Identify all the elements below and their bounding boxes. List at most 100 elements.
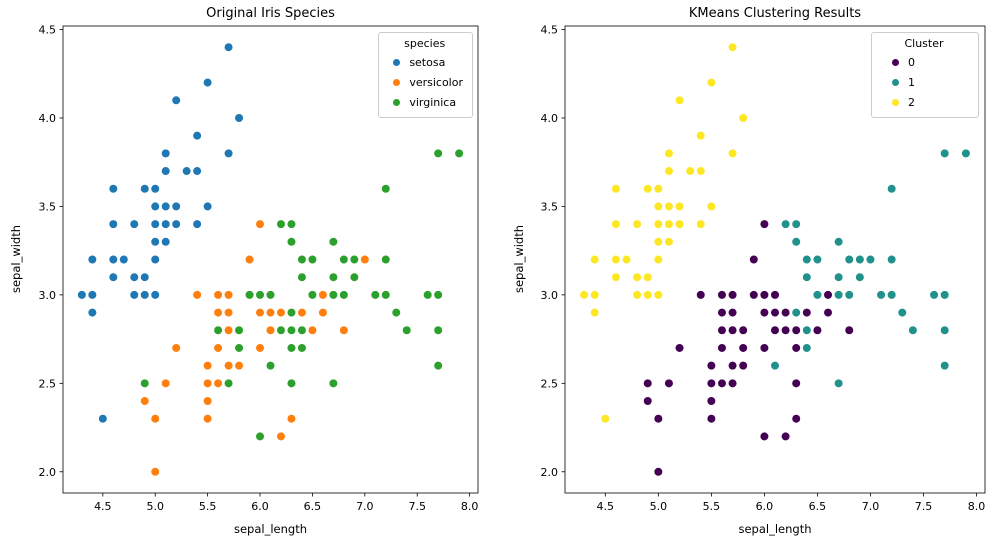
x-tick-label: 5.0 — [650, 500, 668, 513]
legend-entry-label: 0 — [908, 55, 915, 69]
scatter-plot-kmeans-clusters: 4.5 5.0 5.5 6.0 6.5 7.0 7.5 8.0 2.0 2.5 3.0 3.5 4.0 4… — [541, 24, 986, 513]
scatter-point-virginica — [349, 254, 359, 265]
scatter-point-cluster-0 — [706, 378, 716, 388]
scatter-point-cluster-0 — [781, 307, 791, 318]
scatter-point-cluster-0 — [770, 290, 780, 300]
scatter-point-versicolor — [223, 325, 234, 335]
scatter-point-cluster-2 — [643, 290, 653, 300]
y-tick-label: 2.0 — [541, 466, 559, 479]
legend-entry-label: setosa — [409, 55, 446, 69]
scatter-point-virginica — [423, 290, 433, 300]
scatter-point-cluster-2 — [590, 290, 600, 300]
scatter-point-cluster-0 — [664, 378, 674, 388]
scatter-point-versicolor — [244, 254, 255, 265]
scatter-point-setosa — [171, 201, 181, 212]
scatter-point-setosa — [192, 131, 202, 141]
scatter-point-cluster-1 — [812, 254, 823, 265]
scatter-point-virginica — [297, 325, 307, 335]
scatter-point-setosa — [150, 201, 160, 212]
scatter-point-cluster-2 — [664, 237, 674, 247]
scatter-point-virginica — [244, 290, 255, 300]
scatter-point-cluster-2 — [611, 254, 621, 265]
y-tick-label: 3.0 — [39, 289, 57, 302]
scatter-point-cluster-0 — [717, 378, 727, 388]
scatter-point-versicolor — [223, 290, 234, 300]
scatter-point-versicolor — [276, 307, 286, 318]
scatter-point-cluster-1 — [855, 272, 865, 282]
scatter-point-cluster-0 — [823, 307, 833, 318]
y-tick-label: 2.5 — [39, 377, 57, 390]
scatter-point-cluster-1 — [834, 290, 844, 300]
scatter-point-cluster-0 — [781, 431, 791, 441]
scatter-point-setosa — [129, 290, 139, 300]
scatter-point-versicolor — [203, 378, 213, 388]
scatter-point-cluster-2 — [664, 148, 674, 158]
legend-marker-icon — [892, 98, 899, 106]
scatter-point-cluster-2 — [653, 254, 663, 265]
scatter-point-cluster-1 — [834, 237, 844, 247]
scatter-point-setosa — [140, 290, 150, 300]
scatter-point-virginica — [307, 254, 318, 265]
scatter-point-cluster-2 — [696, 131, 706, 141]
scatter-point-virginica — [286, 237, 297, 247]
scatter-point-virginica — [370, 290, 380, 300]
y-tick-label: 4.5 — [541, 24, 559, 37]
scatter-point-cluster-2 — [643, 272, 653, 282]
scatter-point-cluster-0 — [717, 290, 727, 300]
scatter-point-virginica — [276, 325, 286, 335]
scatter-point-cluster-0 — [738, 361, 748, 371]
scatter-point-cluster-1 — [908, 325, 918, 335]
scatter-point-cluster-0 — [727, 378, 738, 388]
scatter-point-setosa — [171, 95, 181, 105]
scatter-point-versicolor — [161, 378, 171, 388]
y-axis-label: sepal_width — [512, 224, 526, 294]
scatter-point-setosa — [150, 219, 160, 229]
scatter-point-cluster-2 — [674, 95, 685, 105]
scatter-point-virginica — [265, 290, 276, 300]
scatter-point-cluster-0 — [727, 307, 738, 318]
scatter-point-versicolor — [203, 361, 213, 371]
scatter-point-cluster-2 — [706, 78, 716, 88]
scatter-point-versicolor — [318, 290, 328, 300]
scatter-point-virginica — [213, 325, 223, 335]
scatter-point-cluster-1 — [791, 307, 801, 318]
x-axis-label: sepal_length — [738, 522, 812, 536]
scatter-point-cluster-2 — [664, 219, 674, 229]
scatter-point-versicolor — [255, 307, 265, 318]
scatter-point-setosa — [203, 78, 213, 88]
scatter-point-cluster-0 — [653, 414, 663, 424]
scatter-point-virginica — [255, 431, 265, 441]
scatter-point-versicolor — [265, 325, 276, 335]
scatter-point-cluster-2 — [664, 166, 674, 176]
scatter-point-versicolor — [171, 343, 181, 353]
scatter-point-virginica — [297, 254, 307, 265]
scatter-point-virginica — [381, 184, 391, 194]
scatter-point-setosa — [192, 219, 202, 229]
scatter-point-cluster-2 — [590, 254, 600, 265]
legend-title: Cluster — [904, 37, 944, 50]
y-tick-label: 3.0 — [541, 289, 559, 302]
scatter-point-cluster-2 — [653, 237, 663, 247]
scatter-point-versicolor — [360, 254, 370, 265]
x-tick-label: 5.5 — [703, 500, 721, 513]
x-tick-label: 8.0 — [968, 500, 986, 513]
scatter-point-cluster-1 — [802, 343, 812, 353]
scatter-point-cluster-0 — [791, 343, 801, 353]
x-tick-label: 4.5 — [597, 500, 615, 513]
scatter-point-cluster-0 — [643, 396, 653, 406]
legend-entry-virginica: virginica — [386, 92, 463, 112]
scatter-point-virginica — [328, 378, 338, 388]
scatter-point-cluster-0 — [738, 325, 748, 335]
scatter-point-virginica — [433, 361, 443, 371]
y-tick-label: 2.5 — [541, 377, 559, 390]
scatter-point-cluster-2 — [643, 184, 653, 194]
scatter-point-cluster-1 — [802, 272, 812, 282]
legend-entry-label: 2 — [908, 95, 915, 109]
scatter-point-virginica — [391, 307, 401, 318]
scatter-point-cluster-1 — [791, 237, 801, 247]
scatter-point-versicolor — [213, 307, 223, 318]
scatter-point-cluster-0 — [749, 290, 759, 300]
scatter-point-virginica — [381, 254, 391, 265]
scatter-point-cluster-1 — [781, 219, 791, 229]
